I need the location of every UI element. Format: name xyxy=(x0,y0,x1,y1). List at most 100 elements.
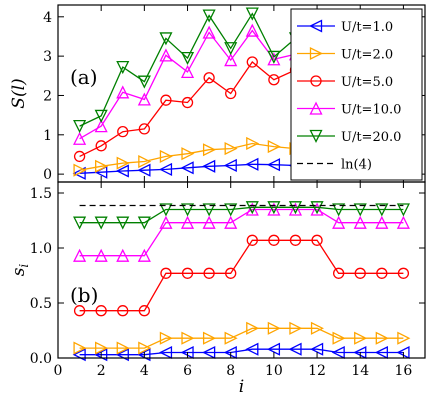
data-point xyxy=(116,216,130,230)
data-point xyxy=(159,149,173,163)
panel-label: (a) xyxy=(70,65,98,89)
legend-label: U/t=10.0 xyxy=(341,103,401,118)
data-point xyxy=(224,142,238,156)
data-point xyxy=(268,74,280,86)
data-point xyxy=(267,201,281,215)
data-point xyxy=(267,52,281,66)
data-point xyxy=(73,150,86,163)
data-point xyxy=(116,248,130,262)
legend-label: U/t=5.0 xyxy=(341,75,393,90)
data-point xyxy=(158,345,173,360)
data-point xyxy=(288,201,303,215)
series-line xyxy=(79,206,404,224)
series-line xyxy=(79,208,404,257)
data-point xyxy=(160,267,172,279)
x-tick-label: 10 xyxy=(265,363,283,379)
x-tick-label: 4 xyxy=(140,363,149,379)
data-point xyxy=(181,331,195,345)
data-point xyxy=(224,331,238,345)
data-point xyxy=(224,42,238,56)
data-point xyxy=(224,215,238,229)
data-point xyxy=(332,215,346,229)
series-line xyxy=(79,327,404,349)
data-point xyxy=(224,53,238,67)
data-point xyxy=(159,203,173,217)
data-point xyxy=(138,154,152,169)
data-point xyxy=(116,60,130,75)
data-point xyxy=(225,87,237,100)
data-point xyxy=(267,321,281,335)
data-point xyxy=(202,215,216,229)
data-point xyxy=(180,203,195,217)
data-point xyxy=(117,305,129,317)
legend-entry-0: U/t=1.0 xyxy=(297,19,393,35)
data-point xyxy=(375,215,389,229)
data-point xyxy=(266,342,281,356)
y-tick-label: 4 xyxy=(43,10,52,26)
data-point xyxy=(202,25,216,39)
data-point xyxy=(73,341,87,355)
data-point xyxy=(223,158,237,173)
data-point xyxy=(267,202,281,216)
data-point xyxy=(376,267,388,279)
data-point xyxy=(288,342,302,356)
data-point xyxy=(375,331,389,345)
legend-label: U/t=2.0 xyxy=(341,48,393,63)
data-point xyxy=(267,140,281,154)
series-b-3 xyxy=(73,202,410,262)
legend-entry-3: U/t=10.0 xyxy=(297,101,401,118)
data-point xyxy=(137,248,151,262)
data-point xyxy=(116,156,130,170)
data-point xyxy=(138,341,152,355)
y-tick-label: 0 xyxy=(43,167,52,183)
data-point xyxy=(246,321,260,335)
data-point xyxy=(181,147,195,161)
data-point xyxy=(224,203,238,217)
legend-entry-4: U/t=20.0 xyxy=(297,129,401,145)
legend-label: ln(4) xyxy=(341,158,372,173)
y-tick-label: 1.0 xyxy=(30,241,52,257)
data-point xyxy=(310,342,324,356)
data-point xyxy=(73,119,87,134)
data-point xyxy=(245,23,259,37)
data-point xyxy=(180,64,195,79)
y-axis-label-subscript: i xyxy=(17,264,31,268)
y-tick-label: 3 xyxy=(43,49,52,65)
legend-marker xyxy=(309,19,323,33)
data-point xyxy=(94,248,108,262)
series-line xyxy=(79,348,404,356)
data-point xyxy=(289,234,302,246)
legend-entry-2: U/t=5.0 xyxy=(297,75,393,90)
data-point xyxy=(137,75,151,89)
data-point xyxy=(353,215,367,229)
data-point xyxy=(332,331,346,345)
x-tick-label: 8 xyxy=(226,363,235,379)
data-point xyxy=(310,202,324,216)
panel-b: 0 2 4 6 8 10 12 14 160.00.51.01.5(b)sii xyxy=(9,181,426,397)
data-point xyxy=(180,51,195,66)
panel-label: (b) xyxy=(70,283,98,307)
data-point xyxy=(245,201,259,215)
data-point xyxy=(73,216,87,230)
data-point xyxy=(73,305,86,317)
y-tick-label: 1 xyxy=(43,128,52,144)
x-tick-label: 12 xyxy=(308,363,326,379)
data-point xyxy=(396,203,410,217)
legend-marker xyxy=(310,75,322,87)
data-point xyxy=(137,216,151,230)
data-point xyxy=(246,136,260,151)
legend-entry-1: U/t=2.0 xyxy=(297,46,393,63)
data-point xyxy=(138,123,151,135)
data-point xyxy=(137,163,151,177)
series-b-1 xyxy=(73,321,411,355)
data-point xyxy=(160,94,172,106)
data-point xyxy=(94,216,108,230)
data-point xyxy=(115,164,129,178)
data-point xyxy=(94,109,108,123)
x-tick-label: 2 xyxy=(97,363,106,379)
legend: U/t=1.0 U/t=2.0 U/t=5.0 U/t=10.0 U/t=20.0 ln(… xyxy=(290,8,423,181)
data-point xyxy=(245,7,259,21)
data-point xyxy=(181,96,194,109)
data-point xyxy=(245,157,259,171)
